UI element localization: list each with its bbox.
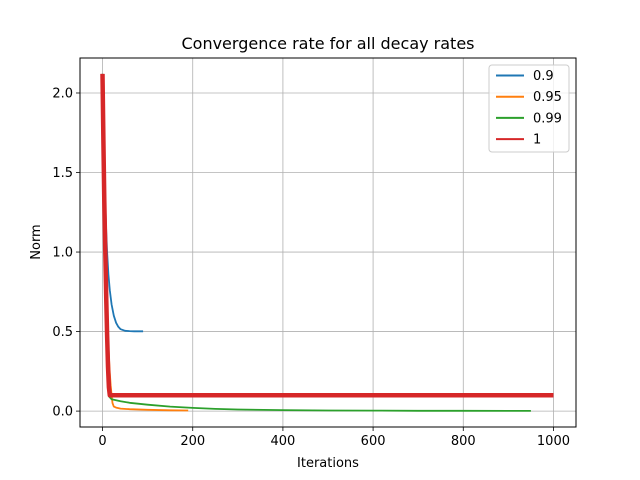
tick-layer: 0 200 400 600 800 1000 0.0 0.5 1.0 1.5 2.0	[52, 86, 570, 449]
x-tick-label: 1000	[537, 434, 570, 449]
x-axis-title: Iterations	[297, 456, 359, 471]
chart-title: Convergence rate for all decay rates	[181, 34, 474, 53]
legend-label: 0.99	[533, 111, 562, 126]
series-line-0-95	[101, 73, 189, 412]
x-tick-label: 800	[451, 434, 476, 449]
series-layer	[100, 73, 554, 412]
legend-label: 0.95	[533, 90, 562, 105]
x-tick-label: 200	[180, 434, 205, 449]
plot-frame	[79, 57, 577, 428]
y-tick-label: 1.5	[52, 166, 73, 181]
legend-label: 1	[533, 133, 541, 148]
x-tick-label: 400	[270, 434, 295, 449]
y-axis-title: Norm	[29, 224, 44, 259]
y-tick-label: 2.0	[52, 86, 73, 101]
series-line-1	[100, 73, 554, 398]
legend-entries: 0.9 0.95 0.99 1	[496, 69, 562, 148]
legend: 0.9 0.95 0.99 1	[488, 64, 570, 153]
y-tick-label: 1.0	[52, 246, 73, 261]
series-line-0-99	[101, 73, 531, 412]
x-tick-label: 0	[98, 434, 106, 449]
legend-label: 0.9	[533, 69, 554, 84]
y-tick-label: 0.0	[52, 405, 73, 420]
series-line-0-9	[101, 73, 144, 333]
legend-box	[488, 64, 570, 153]
y-tick-label: 0.5	[52, 325, 73, 340]
x-tick-label: 600	[361, 434, 386, 449]
